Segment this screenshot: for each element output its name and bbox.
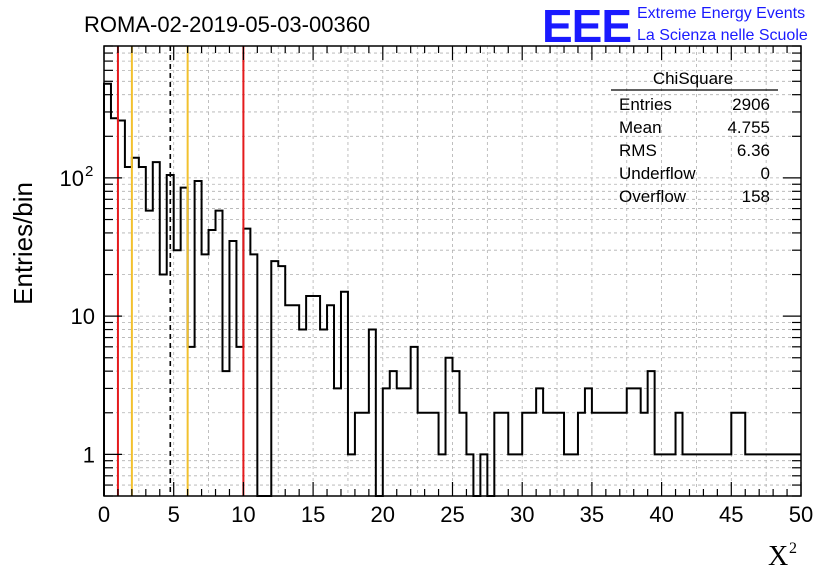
stats-box: ChiSquare Entries 2906 Mean 4.755 RMS 6.36 Und… [611,69,778,206]
x-axis-label-superscript: 2 [789,540,797,557]
x-tick-label: 50 [789,502,813,527]
x-axis-label: X 2 [768,540,797,572]
stats-row-label: RMS [619,141,657,160]
x-tick-labels: 0 5 10 15 20 25 30 35 40 45 50 [98,502,813,527]
stats-row-value: 158 [742,187,770,206]
x-tick-label: 20 [371,502,395,527]
reference-lines [116,46,245,496]
logo-line2: La Scienza nelle Scuole [637,27,808,44]
eee-logo: EEE Extreme Energy Events La Scienza nel… [542,0,808,52]
plot-frame [103,45,802,497]
stats-title: ChiSquare [653,69,733,88]
stats-row-label: Mean [619,118,662,137]
stats-row-label: Entries [619,95,672,114]
stats-row-label: Underflow [619,164,696,183]
x-tick-label: 35 [580,502,604,527]
x-tick-label: 30 [510,502,534,527]
stats-row-value: 0 [761,164,770,183]
stats-row-value: 6.36 [737,141,770,160]
y-tick-label: 1 [83,442,95,467]
logo-line1: Extreme Energy Events [637,5,805,22]
y-tick-label-exponent: 2 [85,163,93,180]
chart-title: ROMA-02-2019-05-03-00360 [84,12,370,37]
x-axis-label-base: X [768,541,788,572]
x-tick-label: 5 [168,502,180,527]
x-tick-label: 40 [649,502,673,527]
stats-row-label: Overflow [619,187,687,206]
histogram [103,82,801,497]
stats-row-value: 4.755 [727,118,770,137]
x-tick-label: 15 [301,502,325,527]
x-tick-label: 45 [719,502,743,527]
stats-row-value: 2906 [732,95,770,114]
grid [104,45,801,497]
stats-rows: Entries 2906 Mean 4.755 RMS 6.36 Underflow 0 Ove… [619,95,770,206]
x-tick-label: 10 [231,502,255,527]
x-tick-label: 0 [98,502,110,527]
histogram-outline [103,82,801,497]
logo-mark: EEE [542,0,631,52]
x-tick-label: 25 [440,502,464,527]
y-tick-label: 10 [71,304,95,329]
y-axis-label: Entries/bin [8,182,38,305]
y-tick-label: 10 [60,166,84,191]
